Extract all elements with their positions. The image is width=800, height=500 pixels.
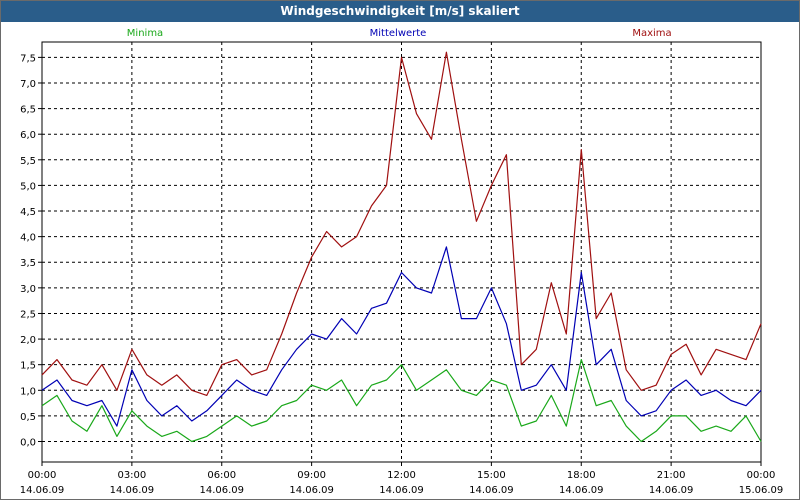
grid-lines [42, 42, 761, 462]
x-tick-date: 14.06.09 [199, 485, 244, 496]
x-tick-time: 03:00 [117, 470, 146, 481]
x-tick-time: 18:00 [567, 470, 596, 481]
series-line-mittelwerte [41, 246, 762, 427]
x-tick-time: 00:00 [28, 470, 57, 481]
y-tick-label: 5,5 [20, 156, 36, 167]
series-lines [41, 51, 762, 443]
series-line-minima [41, 359, 762, 443]
x-tick-time: 15:00 [477, 470, 506, 481]
y-tick-label: 1,5 [20, 361, 36, 372]
y-tick-label: 0,5 [20, 412, 36, 423]
window-title: Windgeschwindigkeit [m/s] skaliert [1, 1, 799, 22]
y-tick-label: 2,0 [20, 335, 36, 346]
y-axis-ticks: 0,0 0,5 1,0 1,5 2,0 2,5 3,0 3,5 4,0 4,5 5,0 5,5 6,0 6… [20, 53, 42, 449]
x-tick-time: 12:00 [387, 470, 416, 481]
x-tick-time: 06:00 [207, 470, 236, 481]
y-tick-label: 6,0 [20, 130, 36, 141]
x-tick-date: 14.06.09 [469, 485, 514, 496]
legend-maxima: Maxima [632, 28, 671, 39]
y-tick-label: 0,0 [20, 438, 36, 449]
x-axis-ticks: 00:00 14.06.09 03:00 14.06.09 06:00 14.06.09 0… [20, 462, 784, 496]
x-tick-date: 14.06.09 [20, 485, 65, 496]
y-tick-label: 6,5 [20, 105, 36, 116]
x-tick-date: 14.06.09 [559, 485, 604, 496]
y-tick-label: 3,0 [20, 284, 36, 295]
x-tick-date: 14.06.09 [379, 485, 424, 496]
y-tick-label: 5,0 [20, 181, 36, 192]
y-tick-label: 7,5 [20, 53, 36, 64]
y-tick-label: 4,5 [20, 207, 36, 218]
y-tick-label: 4,0 [20, 233, 36, 244]
y-tick-label: 2,5 [20, 309, 36, 320]
x-tick-date: 15.06.09 [739, 485, 784, 496]
legend-minima: Minima [127, 28, 163, 39]
y-tick-label: 1,0 [20, 386, 36, 397]
x-tick-time: 09:00 [297, 470, 326, 481]
x-tick-time: 21:00 [657, 470, 686, 481]
y-tick-label: 3,5 [20, 258, 36, 269]
x-tick-time: 00:00 [747, 470, 776, 481]
x-tick-date: 14.06.09 [649, 485, 694, 496]
x-tick-date: 14.06.09 [289, 485, 334, 496]
series-line-maxima [41, 51, 762, 396]
y-tick-label: 7,0 [20, 79, 36, 90]
x-tick-date: 14.06.09 [110, 485, 155, 496]
legend-mittelwerte: Mittelwerte [370, 28, 427, 39]
